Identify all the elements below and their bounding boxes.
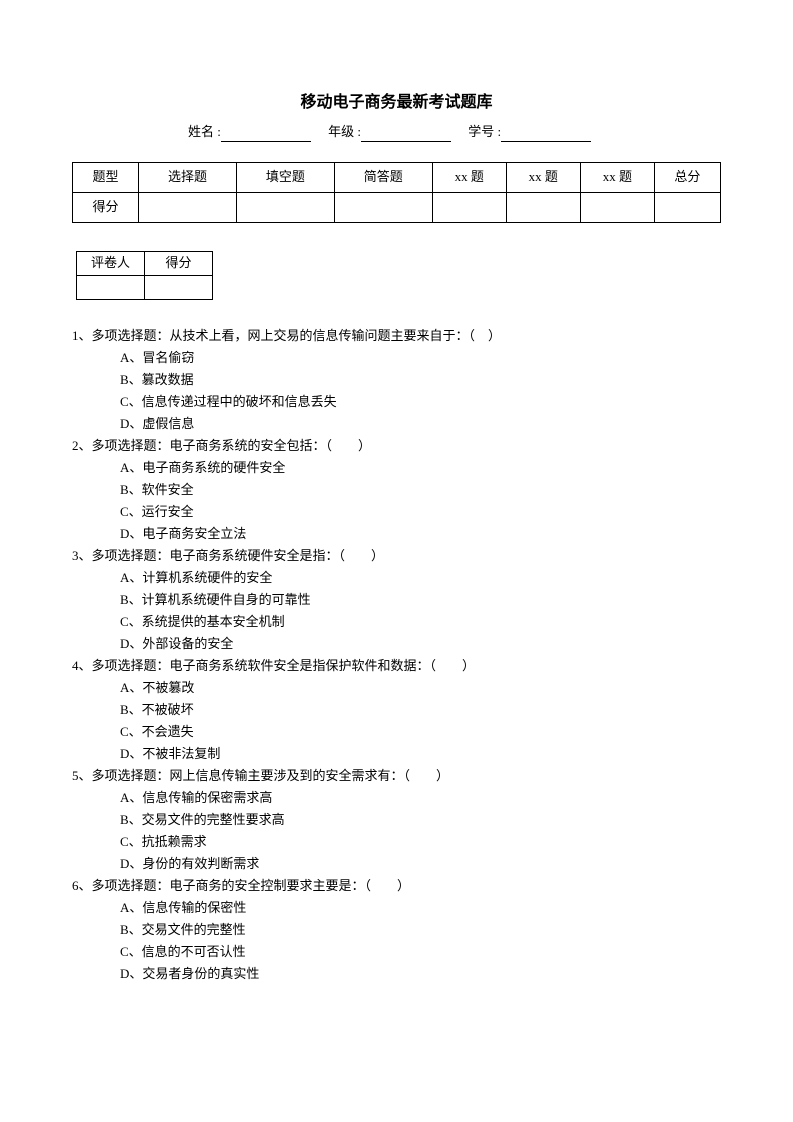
score-table-value-row: 得分: [73, 193, 721, 223]
question-stem: 6、多项选择题：电子商务的安全控制要求主要是：（ ）: [72, 876, 721, 897]
question-option: B、交易文件的完整性: [120, 920, 721, 941]
score-cell-2: [236, 193, 334, 223]
score-table-header-row: 题型 选择题 填空题 简答题 xx 题 xx 题 xx 题 总分: [73, 163, 721, 193]
score-cell-4: [432, 193, 506, 223]
question-option: A、计算机系统硬件的安全: [120, 568, 721, 589]
score-header-7: 总分: [654, 163, 720, 193]
question-option: B、软件安全: [120, 480, 721, 501]
score-row-label: 得分: [73, 193, 139, 223]
question-stem: 2、多项选择题：电子商务系统的安全包括：（ ）: [72, 436, 721, 457]
question-stem: 1、多项选择题：从技术上看，网上交易的信息传输问题主要来自于：（ ）: [72, 326, 721, 347]
question-option: C、不会遗失: [120, 722, 721, 743]
grader-header-0: 评卷人: [77, 252, 145, 276]
score-cell-6: [580, 193, 654, 223]
question-stem: 3、多项选择题：电子商务系统硬件安全是指：（ ）: [72, 546, 721, 567]
question-5: 5、多项选择题：网上信息传输主要涉及到的安全需求有：（ ） A、信息传输的保密需…: [72, 766, 721, 874]
question-option: B、不被破坏: [120, 700, 721, 721]
score-header-1: 选择题: [139, 163, 237, 193]
question-option: A、信息传输的保密性: [120, 898, 721, 919]
question-stem: 5、多项选择题：网上信息传输主要涉及到的安全需求有：（ ）: [72, 766, 721, 787]
question-option: C、信息传递过程中的破坏和信息丢失: [120, 392, 721, 413]
question-option: C、运行安全: [120, 502, 721, 523]
question-option: A、电子商务系统的硬件安全: [120, 458, 721, 479]
question-1: 1、多项选择题：从技术上看，网上交易的信息传输问题主要来自于：（ ） A、冒名偷…: [72, 326, 721, 434]
question-option: C、抗抵赖需求: [120, 832, 721, 853]
page-title: 移动电子商务最新考试题库: [72, 90, 721, 116]
question-3: 3、多项选择题：电子商务系统硬件安全是指：（ ） A、计算机系统硬件的安全 B、…: [72, 546, 721, 654]
score-cell-7: [654, 193, 720, 223]
score-table: 题型 选择题 填空题 简答题 xx 题 xx 题 xx 题 总分 得分: [72, 162, 721, 223]
grade-label: 年级 :: [328, 124, 361, 139]
score-header-0: 题型: [73, 163, 139, 193]
score-cell-3: [334, 193, 432, 223]
question-option: A、信息传输的保密需求高: [120, 788, 721, 809]
question-option: A、冒名偷窃: [120, 348, 721, 369]
question-option: B、交易文件的完整性要求高: [120, 810, 721, 831]
grader-value-row: [77, 276, 213, 300]
grader-cell-0: [77, 276, 145, 300]
grader-header-1: 得分: [145, 252, 213, 276]
question-option: C、信息的不可否认性: [120, 942, 721, 963]
name-blank: [221, 128, 311, 142]
score-cell-1: [139, 193, 237, 223]
question-6: 6、多项选择题：电子商务的安全控制要求主要是：（ ） A、信息传输的保密性 B、…: [72, 876, 721, 984]
score-header-6: xx 题: [580, 163, 654, 193]
score-header-5: xx 题: [506, 163, 580, 193]
grader-cell-1: [145, 276, 213, 300]
score-cell-5: [506, 193, 580, 223]
grader-table: 评卷人 得分: [76, 251, 213, 300]
grader-header-row: 评卷人 得分: [77, 252, 213, 276]
score-header-3: 简答题: [334, 163, 432, 193]
question-option: D、外部设备的安全: [120, 634, 721, 655]
id-label: 学号 :: [468, 124, 501, 139]
question-option: A、不被篡改: [120, 678, 721, 699]
question-option: D、交易者身份的真实性: [120, 964, 721, 985]
question-2: 2、多项选择题：电子商务系统的安全包括：（ ） A、电子商务系统的硬件安全 B、…: [72, 436, 721, 544]
name-label: 姓名 :: [188, 124, 221, 139]
score-header-4: xx 题: [432, 163, 506, 193]
question-4: 4、多项选择题：电子商务系统软件安全是指保护软件和数据：（ ） A、不被篡改 B…: [72, 656, 721, 764]
question-option: B、篡改数据: [120, 370, 721, 391]
grade-blank: [361, 128, 451, 142]
question-option: D、虚假信息: [120, 414, 721, 435]
id-blank: [501, 128, 591, 142]
question-option: D、身份的有效判断需求: [120, 854, 721, 875]
question-stem: 4、多项选择题：电子商务系统软件安全是指保护软件和数据：（ ）: [72, 656, 721, 677]
questions-container: 1、多项选择题：从技术上看，网上交易的信息传输问题主要来自于：（ ） A、冒名偷…: [72, 326, 721, 984]
question-option: B、计算机系统硬件自身的可靠性: [120, 590, 721, 611]
info-line: 姓名 : 年级 : 学号 :: [72, 122, 721, 143]
question-option: C、系统提供的基本安全机制: [120, 612, 721, 633]
score-header-2: 填空题: [236, 163, 334, 193]
question-option: D、电子商务安全立法: [120, 524, 721, 545]
question-option: D、不被非法复制: [120, 744, 721, 765]
